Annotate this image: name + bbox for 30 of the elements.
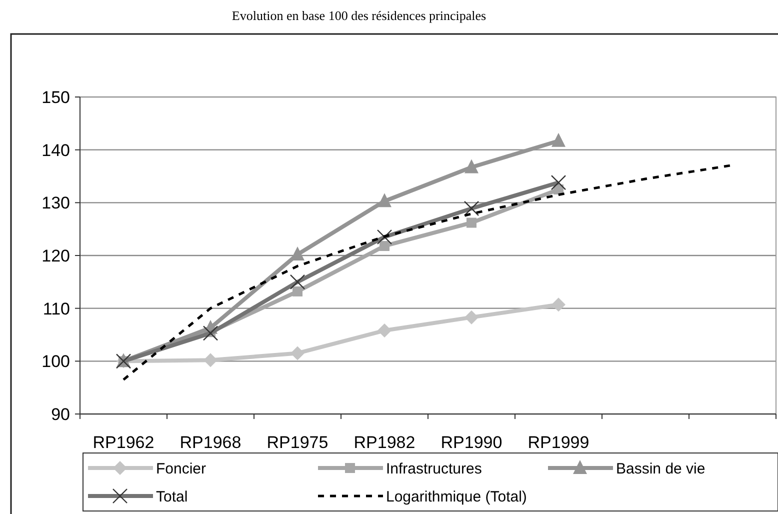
x-tick-label: RP1968 xyxy=(180,433,242,452)
point xyxy=(552,298,566,312)
x-tick-label: RP1982 xyxy=(354,433,416,452)
legend-label: Logarithmique (Total) xyxy=(386,488,527,506)
legend-label: Bassin de vie xyxy=(616,460,706,478)
point xyxy=(380,240,390,251)
point xyxy=(464,310,478,324)
y-tick-label: 150 xyxy=(42,88,70,107)
legend-label: Foncier xyxy=(156,460,206,478)
chart-title: Evolution en base 100 des résidences principales xyxy=(232,8,486,23)
point xyxy=(204,353,218,368)
legend-label: Infrastructures xyxy=(386,460,482,478)
point xyxy=(290,346,304,360)
y-tick-label: 100 xyxy=(42,352,70,372)
y-tick-label: 140 xyxy=(42,140,70,160)
y-tick-label: 120 xyxy=(42,246,70,266)
point xyxy=(464,159,478,174)
x-tick-label: RP1999 xyxy=(528,433,590,452)
x-tick-label: RP1962 xyxy=(92,433,154,452)
y-tick-label: 110 xyxy=(42,299,70,318)
point xyxy=(552,132,566,147)
y-tick-label: 90 xyxy=(51,404,70,424)
point xyxy=(466,218,476,228)
point xyxy=(378,193,392,208)
x-tick-label: RP1975 xyxy=(266,433,328,452)
y-tick-label: 130 xyxy=(42,194,70,213)
x-tick-label: RP1990 xyxy=(440,433,502,452)
legend-label: Total xyxy=(156,488,188,506)
point xyxy=(292,286,302,296)
point xyxy=(378,324,392,338)
